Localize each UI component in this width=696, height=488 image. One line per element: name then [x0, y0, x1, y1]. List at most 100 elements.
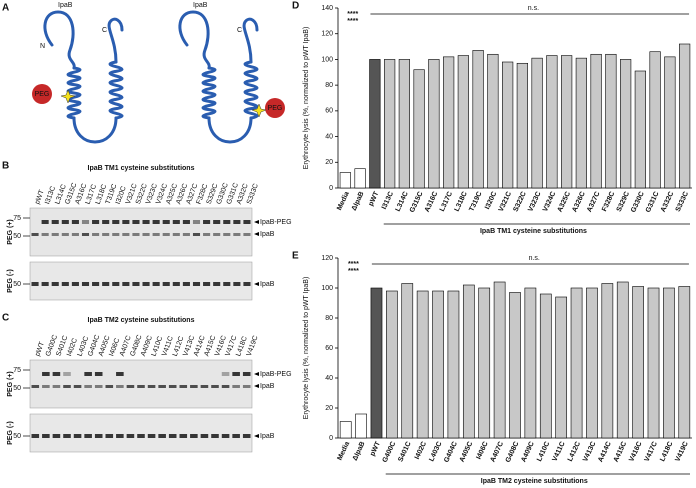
mw-marker: 75	[13, 215, 21, 222]
bar	[354, 168, 366, 189]
band	[152, 233, 160, 236]
c-terminus: C	[102, 27, 107, 34]
bar	[678, 286, 691, 439]
bar	[575, 57, 587, 189]
band	[192, 282, 201, 286]
protein-c-term	[242, 17, 259, 64]
band	[126, 434, 135, 438]
significance: n.s.	[529, 255, 540, 262]
significance: ****	[348, 261, 359, 268]
panel-letter: B	[2, 161, 9, 172]
bar	[355, 413, 367, 439]
gel-side-label: PEG (+)	[7, 371, 14, 396]
bar	[605, 53, 617, 189]
gel-image	[29, 261, 253, 301]
band	[116, 434, 124, 438]
band	[81, 282, 90, 286]
y-tick-label: 100	[321, 56, 333, 63]
band	[200, 385, 209, 388]
x-tick-label: V411C	[551, 441, 566, 463]
band	[132, 233, 140, 236]
band	[158, 385, 166, 388]
bar	[509, 292, 521, 439]
peg-circle	[32, 84, 52, 104]
band	[172, 220, 180, 224]
x-tick-label: T319C	[468, 191, 483, 213]
band	[122, 220, 130, 224]
peg-label: PEG	[35, 91, 50, 98]
bar	[531, 57, 543, 189]
band	[232, 385, 240, 388]
band	[52, 372, 61, 376]
bar	[601, 283, 614, 439]
x-tick-label: A316C	[424, 191, 440, 214]
band	[92, 220, 100, 224]
band-arrow	[254, 434, 259, 438]
x-tick-label: S401C	[397, 441, 412, 463]
significance: n.s.	[528, 5, 539, 12]
peg-circle	[265, 98, 285, 118]
band	[242, 434, 251, 438]
panel-letter: D	[292, 1, 299, 12]
band	[122, 233, 130, 236]
band	[221, 372, 230, 376]
band	[92, 282, 100, 286]
band	[190, 434, 198, 438]
bar	[339, 421, 352, 439]
band	[221, 434, 230, 438]
band	[102, 220, 110, 224]
band	[52, 434, 61, 438]
bar	[590, 53, 602, 189]
x-tick-label: F328C	[601, 191, 616, 213]
band-arrow	[254, 384, 259, 388]
protein-name: IpaB	[193, 2, 208, 9]
band	[51, 282, 59, 286]
panel-letter: E	[292, 251, 299, 262]
y-tick-label: 40	[325, 375, 333, 382]
band	[71, 220, 79, 224]
band	[203, 233, 211, 236]
x-tick-label: ΔIpaB	[352, 441, 367, 462]
x-tick-label: S333C	[675, 191, 690, 213]
band	[137, 434, 145, 438]
x-tick-label: I320C	[484, 191, 498, 211]
band	[203, 282, 211, 286]
band	[84, 434, 92, 438]
band	[116, 385, 124, 388]
bar	[478, 287, 491, 439]
bar	[620, 59, 632, 189]
band	[168, 385, 177, 388]
gel-image	[29, 207, 253, 257]
band	[213, 233, 221, 236]
bar	[413, 69, 425, 189]
band	[61, 282, 69, 286]
band-arrow	[254, 282, 259, 286]
significance: ****	[347, 11, 358, 18]
band	[102, 233, 110, 236]
band	[63, 372, 71, 376]
band	[94, 385, 103, 388]
bar	[570, 287, 583, 439]
cysteine-star	[251, 103, 267, 118]
x-tick-label: L412C	[567, 441, 582, 463]
band	[211, 434, 219, 438]
gel-title: IpaB TM1 cysteine substitutions	[88, 165, 195, 172]
band	[211, 385, 219, 388]
y-tick-label: 20	[325, 159, 333, 166]
x-tick-label: I402C	[414, 441, 428, 461]
band	[182, 233, 190, 236]
y-tick-label: 100	[321, 285, 333, 292]
mw-marker: 50	[13, 233, 21, 240]
band-arrow	[254, 220, 259, 224]
significance: ****	[348, 268, 359, 275]
band	[203, 220, 211, 224]
band	[31, 282, 39, 286]
bar	[398, 59, 410, 189]
bar	[493, 281, 506, 439]
band	[84, 372, 92, 376]
band	[112, 233, 120, 236]
band-arrow	[254, 372, 259, 376]
x-tick-label: V324C	[542, 191, 557, 213]
y-tick-label: 120	[321, 31, 333, 38]
